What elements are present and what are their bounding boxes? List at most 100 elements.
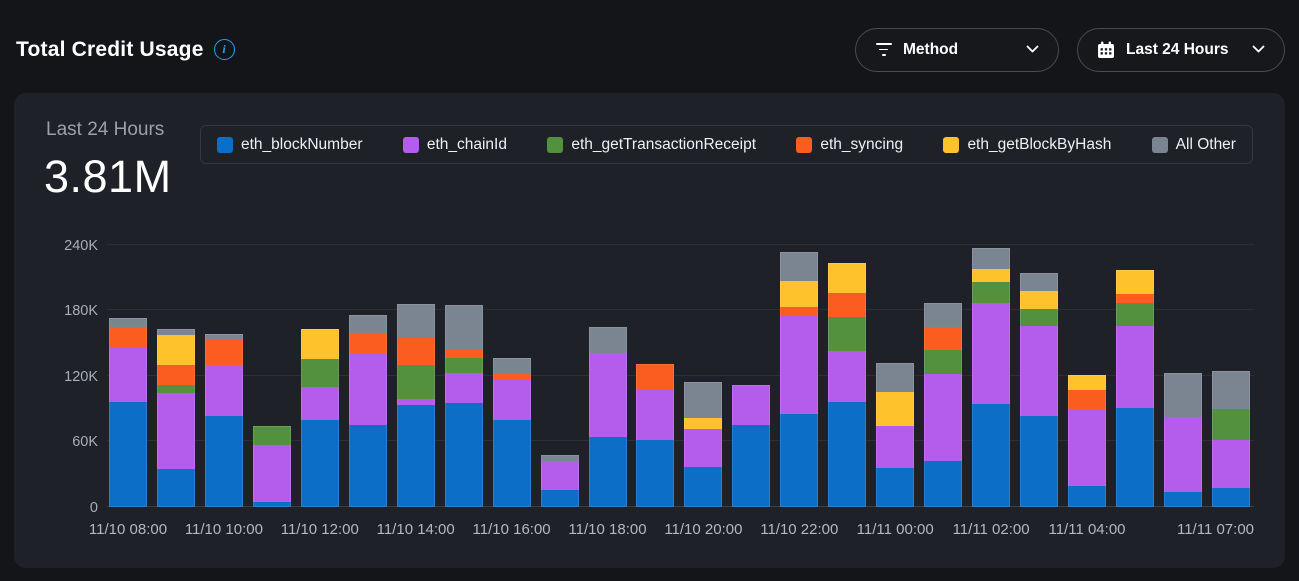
stacked-bar-hour-19[interactable] <box>1020 273 1059 507</box>
time-range-label: Last 24 Hours <box>1126 40 1229 58</box>
bar-segment-eth_chainid <box>396 398 435 406</box>
bar-segment-eth_syncing <box>109 326 147 349</box>
stacked-bar-11/10 18:00[interactable] <box>588 326 627 507</box>
bar-segment-eth_syncing <box>492 373 531 381</box>
stacked-bar-11/10 20:00[interactable] <box>684 382 723 507</box>
calendar-icon <box>1098 41 1114 58</box>
bar-segment-all-other <box>1020 273 1059 291</box>
bar-segment-eth_blocknumber <box>876 467 915 507</box>
stacked-bar-11/11 04:00[interactable] <box>1068 374 1106 507</box>
gridline-180K <box>107 309 1254 311</box>
bar-segment-eth_chainid <box>684 429 723 467</box>
bar-segment-eth_chainid <box>109 348 147 403</box>
chart-legend: eth_blockNumber eth_chainId eth_getTransac… <box>200 125 1253 164</box>
bar-segment-eth_getblockbyhash <box>1115 269 1154 294</box>
stacked-bar-11/10 22:00[interactable] <box>780 252 819 507</box>
legend-swatch <box>796 136 813 153</box>
bar-segment-all-other <box>684 382 723 419</box>
header: Total Credit Usage i Method <box>0 0 1299 93</box>
legend-swatch <box>217 136 233 153</box>
legend-item-eth_syncing[interactable]: eth_syncing <box>796 136 903 154</box>
x-axis-label-11-10-18-00: 11/10 18:00 <box>568 521 647 538</box>
bar-segment-eth_blocknumber <box>300 419 339 507</box>
x-axis-label-11-10-22-00: 11/10 22:00 <box>760 521 839 538</box>
legend-swatch <box>547 136 564 153</box>
bar-segment-all-other <box>540 454 579 462</box>
x-axis-label-11-10-20-00: 11/10 20:00 <box>664 521 743 538</box>
legend-item-eth_getblockbyhash[interactable]: eth_getBlockByHash <box>943 136 1111 154</box>
bar-segment-eth_syncing <box>636 363 675 391</box>
bar-segment-eth_getblockbyhash <box>828 263 867 293</box>
bar-segment-eth_chainid <box>588 352 627 438</box>
legend-swatch <box>1151 136 1168 153</box>
gridline-60K <box>107 440 1254 442</box>
bar-segment-eth_blocknumber <box>156 468 195 507</box>
legend-item-eth_gettransactionreceipt[interactable]: eth_getTransactionReceipt <box>547 136 756 154</box>
bar-segment-eth_chainid <box>348 352 387 425</box>
bar-segment-eth_chainid <box>780 315 819 415</box>
bar-segment-eth_chainid <box>156 393 195 469</box>
stacked-bar-hour-11[interactable] <box>636 363 675 507</box>
bar-segment-eth_gettransactionreceipt <box>1020 309 1059 326</box>
bar-segment-eth_getblockbyhash <box>684 418 723 430</box>
bar-segment-eth_gettransactionreceipt <box>1115 302 1154 326</box>
stacked-bar-hour-1[interactable] <box>156 328 195 507</box>
bar-segment-eth_blocknumber <box>828 402 867 507</box>
legend-label: All Other <box>1175 135 1236 153</box>
summary-period-label: Last 24 Hours <box>46 119 165 140</box>
stacked-bar-11/11 00:00[interactable] <box>876 362 915 507</box>
bar-segment-eth_syncing <box>924 326 963 350</box>
legend-label: eth_getTransactionReceipt <box>571 135 757 153</box>
x-axis-label-11-10-12-00: 11/10 12:00 <box>280 521 359 538</box>
stacked-bar-11/10 16:00[interactable] <box>492 358 531 507</box>
stacked-bar-hour-7[interactable] <box>444 304 483 507</box>
bar-segment-eth_blocknumber <box>540 489 579 507</box>
bar-segment-all-other <box>109 317 147 327</box>
info-icon[interactable]: i <box>213 39 235 60</box>
bar-segment-eth_getblockbyhash <box>1068 374 1106 391</box>
stacked-bar-hour-13[interactable] <box>732 384 771 507</box>
stacked-bar-hour-5[interactable] <box>348 314 387 507</box>
legend-item-all-other[interactable]: All Other <box>1151 135 1236 154</box>
stacked-bar-11/11 07:00[interactable] <box>1211 371 1250 507</box>
stacked-bar-hour-17[interactable] <box>924 302 963 507</box>
stacked-bar-hour-9[interactable] <box>540 454 579 507</box>
bar-segment-eth_chainid <box>636 390 675 441</box>
bar-segment-eth_blocknumber <box>1211 488 1250 507</box>
bar-segment-eth_gettransactionreceipt <box>972 281 1011 303</box>
chevron-down-icon <box>1026 45 1039 53</box>
legend-item-eth_blocknumber[interactable]: eth_blockNumber <box>217 136 362 154</box>
stacked-bar-hour-21[interactable] <box>1115 269 1154 507</box>
stacked-bar-hour-3[interactable] <box>252 426 291 507</box>
bar-segment-all-other <box>780 252 819 281</box>
time-range-dropdown[interactable]: Last 24 Hours <box>1077 27 1285 72</box>
bar-segment-eth_blocknumber <box>204 416 243 507</box>
stacked-bar-11/11 02:00[interactable] <box>972 247 1011 507</box>
stacked-bar-hour-15[interactable] <box>828 263 867 507</box>
stacked-bar-11/10 10:00[interactable] <box>204 334 243 507</box>
method-filter-dropdown[interactable]: Method <box>855 27 1059 72</box>
y-axis-label-60K: 60K <box>72 434 98 451</box>
stacked-bar-hour-22[interactable] <box>1163 372 1202 507</box>
header-controls: Method Last 24 Hours <box>855 27 1285 72</box>
gridline-240K <box>107 243 1254 245</box>
bar-segment-eth_gettransactionreceipt <box>1211 408 1250 441</box>
x-axis-label-11-10-08-00: 11/10 08:00 <box>88 521 168 538</box>
stacked-bar-11/10 12:00[interactable] <box>300 328 339 507</box>
legend-item-eth_chainid[interactable]: eth_chainId <box>402 136 507 154</box>
stacked-bar-11/10 14:00[interactable] <box>396 303 435 507</box>
bar-segment-eth_getblockbyhash <box>780 280 819 307</box>
x-axis-label-11-11-07-00: 11/11 07:00 <box>1176 521 1254 538</box>
bar-segment-eth_blocknumber <box>780 414 819 507</box>
bar-segment-all-other <box>972 247 1011 269</box>
bar-segment-eth_syncing <box>444 349 483 359</box>
bar-segment-eth_blocknumber <box>732 425 771 507</box>
bar-segment-eth_gettransactionreceipt <box>156 384 195 394</box>
bar-segment-eth_syncing <box>396 337 435 365</box>
bar-segment-eth_chainid <box>924 373 963 462</box>
bar-segment-all-other <box>204 334 243 340</box>
bar-segment-all-other <box>444 304 483 350</box>
stacked-bar-11/10 08:00[interactable] <box>109 317 147 507</box>
legend-label: eth_syncing <box>820 135 904 153</box>
chevron-down-icon <box>1252 45 1265 53</box>
